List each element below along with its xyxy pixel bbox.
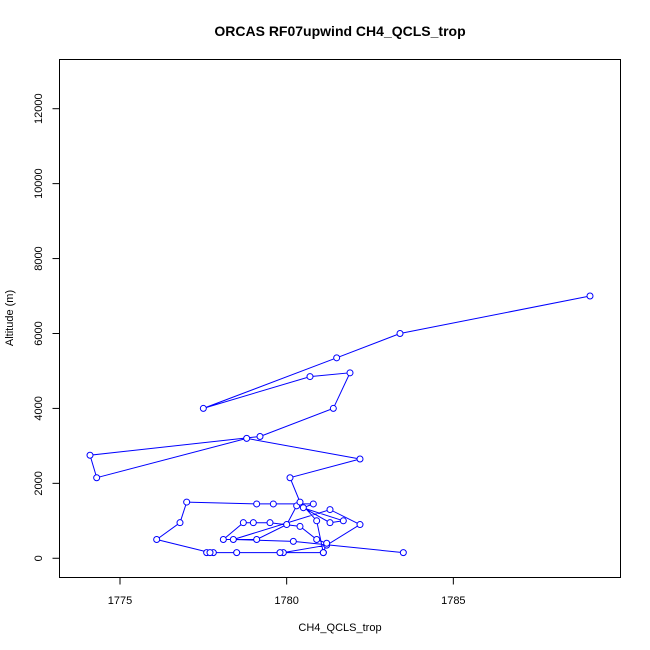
data-point bbox=[239, 519, 247, 527]
data-point bbox=[183, 498, 191, 506]
data-point bbox=[586, 292, 594, 300]
data-point bbox=[199, 404, 207, 412]
y-axis: 0 2000 4000 6000 8000 10000 12000 bbox=[33, 93, 60, 561]
y-tick-label: 8000 bbox=[33, 246, 45, 270]
data-point bbox=[253, 500, 261, 508]
series-layer bbox=[86, 292, 594, 557]
data-point bbox=[356, 455, 364, 463]
y-tick-label: 0 bbox=[33, 555, 45, 561]
data-point bbox=[339, 517, 347, 525]
data-point bbox=[326, 519, 334, 527]
data-point bbox=[319, 549, 327, 557]
data-point bbox=[329, 404, 337, 412]
data-point bbox=[269, 500, 277, 508]
y-tick-label: 6000 bbox=[33, 321, 45, 345]
x-axis-label: CH4_QCLS_trop bbox=[298, 622, 381, 634]
data-point bbox=[289, 537, 297, 545]
data-point bbox=[276, 549, 284, 557]
data-point bbox=[266, 519, 274, 527]
data-point bbox=[253, 536, 261, 544]
x-tick-label: 1775 bbox=[108, 595, 132, 607]
data-point bbox=[313, 536, 321, 544]
data-point bbox=[86, 451, 94, 459]
data-point bbox=[399, 549, 407, 557]
data-point bbox=[333, 354, 341, 362]
data-point bbox=[306, 373, 314, 381]
data-point bbox=[243, 434, 251, 442]
y-tick-label: 4000 bbox=[33, 396, 45, 420]
data-point bbox=[206, 549, 214, 557]
data-point bbox=[296, 498, 304, 506]
data-point bbox=[299, 504, 307, 512]
chart-title: ORCAS RF07upwind CH4_QCLS_trop bbox=[214, 23, 465, 39]
y-tick-label: 2000 bbox=[33, 471, 45, 495]
data-point bbox=[286, 474, 294, 482]
x-tick-label: 1780 bbox=[274, 595, 298, 607]
plot-frame bbox=[59, 59, 621, 578]
data-point bbox=[396, 329, 404, 337]
y-tick-label: 10000 bbox=[33, 168, 45, 199]
data-point bbox=[256, 433, 264, 441]
data-point bbox=[233, 549, 241, 557]
data-point bbox=[219, 536, 227, 544]
x-tick-label: 1785 bbox=[441, 595, 465, 607]
data-point bbox=[153, 536, 161, 544]
data-point bbox=[229, 536, 237, 544]
y-tick-label: 12000 bbox=[33, 93, 45, 124]
data-point bbox=[296, 522, 304, 530]
data-point bbox=[93, 474, 101, 482]
data-point bbox=[346, 369, 354, 377]
data-point bbox=[309, 500, 317, 508]
y-axis-label: Altitude (m) bbox=[4, 290, 16, 346]
data-point bbox=[283, 521, 291, 529]
data-point bbox=[313, 517, 321, 525]
data-point bbox=[323, 539, 331, 547]
data-point bbox=[356, 521, 364, 529]
series-line bbox=[89, 295, 591, 554]
x-axis: 1775 1780 1785 bbox=[108, 577, 466, 607]
data-point bbox=[249, 519, 257, 527]
data-point bbox=[176, 519, 184, 527]
data-point bbox=[326, 506, 334, 514]
